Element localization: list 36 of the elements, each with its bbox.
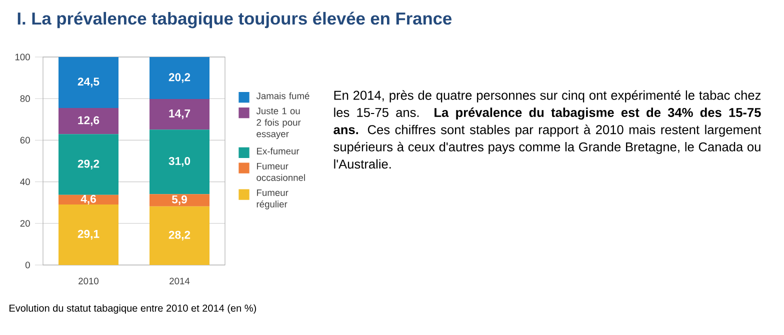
text: Evolution du statut tabagique entre 2010 et 2014 (en %) [10,304,256,314]
data-label: 29,2 [78,160,100,170]
data-label: 28,2 [168,230,190,241]
data-label: 4,6 [80,194,96,205]
y-tick-label: 0 [25,262,30,268]
data-label: 29,1 [78,230,100,240]
bar [58,204,118,266]
y-tick-label: 100 [15,54,30,60]
y-tick-label: 80 [20,95,30,102]
legend-label: Jamais fumé [256,92,310,100]
bar [58,108,118,134]
bar [150,194,210,206]
y-tick-label: 60 [20,136,30,144]
x-tick-label: 2010 [78,278,99,284]
legend-label: Ex-fumeur [257,148,300,154]
y-tick-label: 40 [20,178,30,186]
bar [58,57,118,108]
data-label: 31,0 [168,157,190,167]
chart-title: I. La prévalence tabagique toujours élevée en France [18,12,452,28]
data-label: 14,7 [169,110,190,120]
legend-label: Juste 1 ou 2 fois pour essayer [256,108,301,140]
data-label: 20,2 [168,73,190,83]
data-label: 12,6 [78,116,100,126]
legend-label: Fumeur régulier [256,189,288,210]
bar [58,194,118,204]
x-tick-label: 2014 [170,278,190,284]
data-label: 24,5 [78,78,100,88]
bar [150,130,210,194]
data-label: 5,9 [172,195,187,206]
y-tick-label: 20 [20,220,30,227]
legend-label: Fumeur occasionnel [256,162,305,181]
bar [150,206,210,266]
bar [58,134,118,195]
bar [150,99,210,130]
text: En 2014, près de quatre personnes sur cinq ont expérimenté le tabac chez les 15-75 ans. La prévalence du tabagisme est de 34% des 15-75 ans. Ces chiffres sont stables par rapport à 2010 mais restent largement supérieurs à ceux d'autres pays comme la Grande Bretagne, le Canada ou l'Australie. [334,90,762,169]
bar [150,57,210,100]
